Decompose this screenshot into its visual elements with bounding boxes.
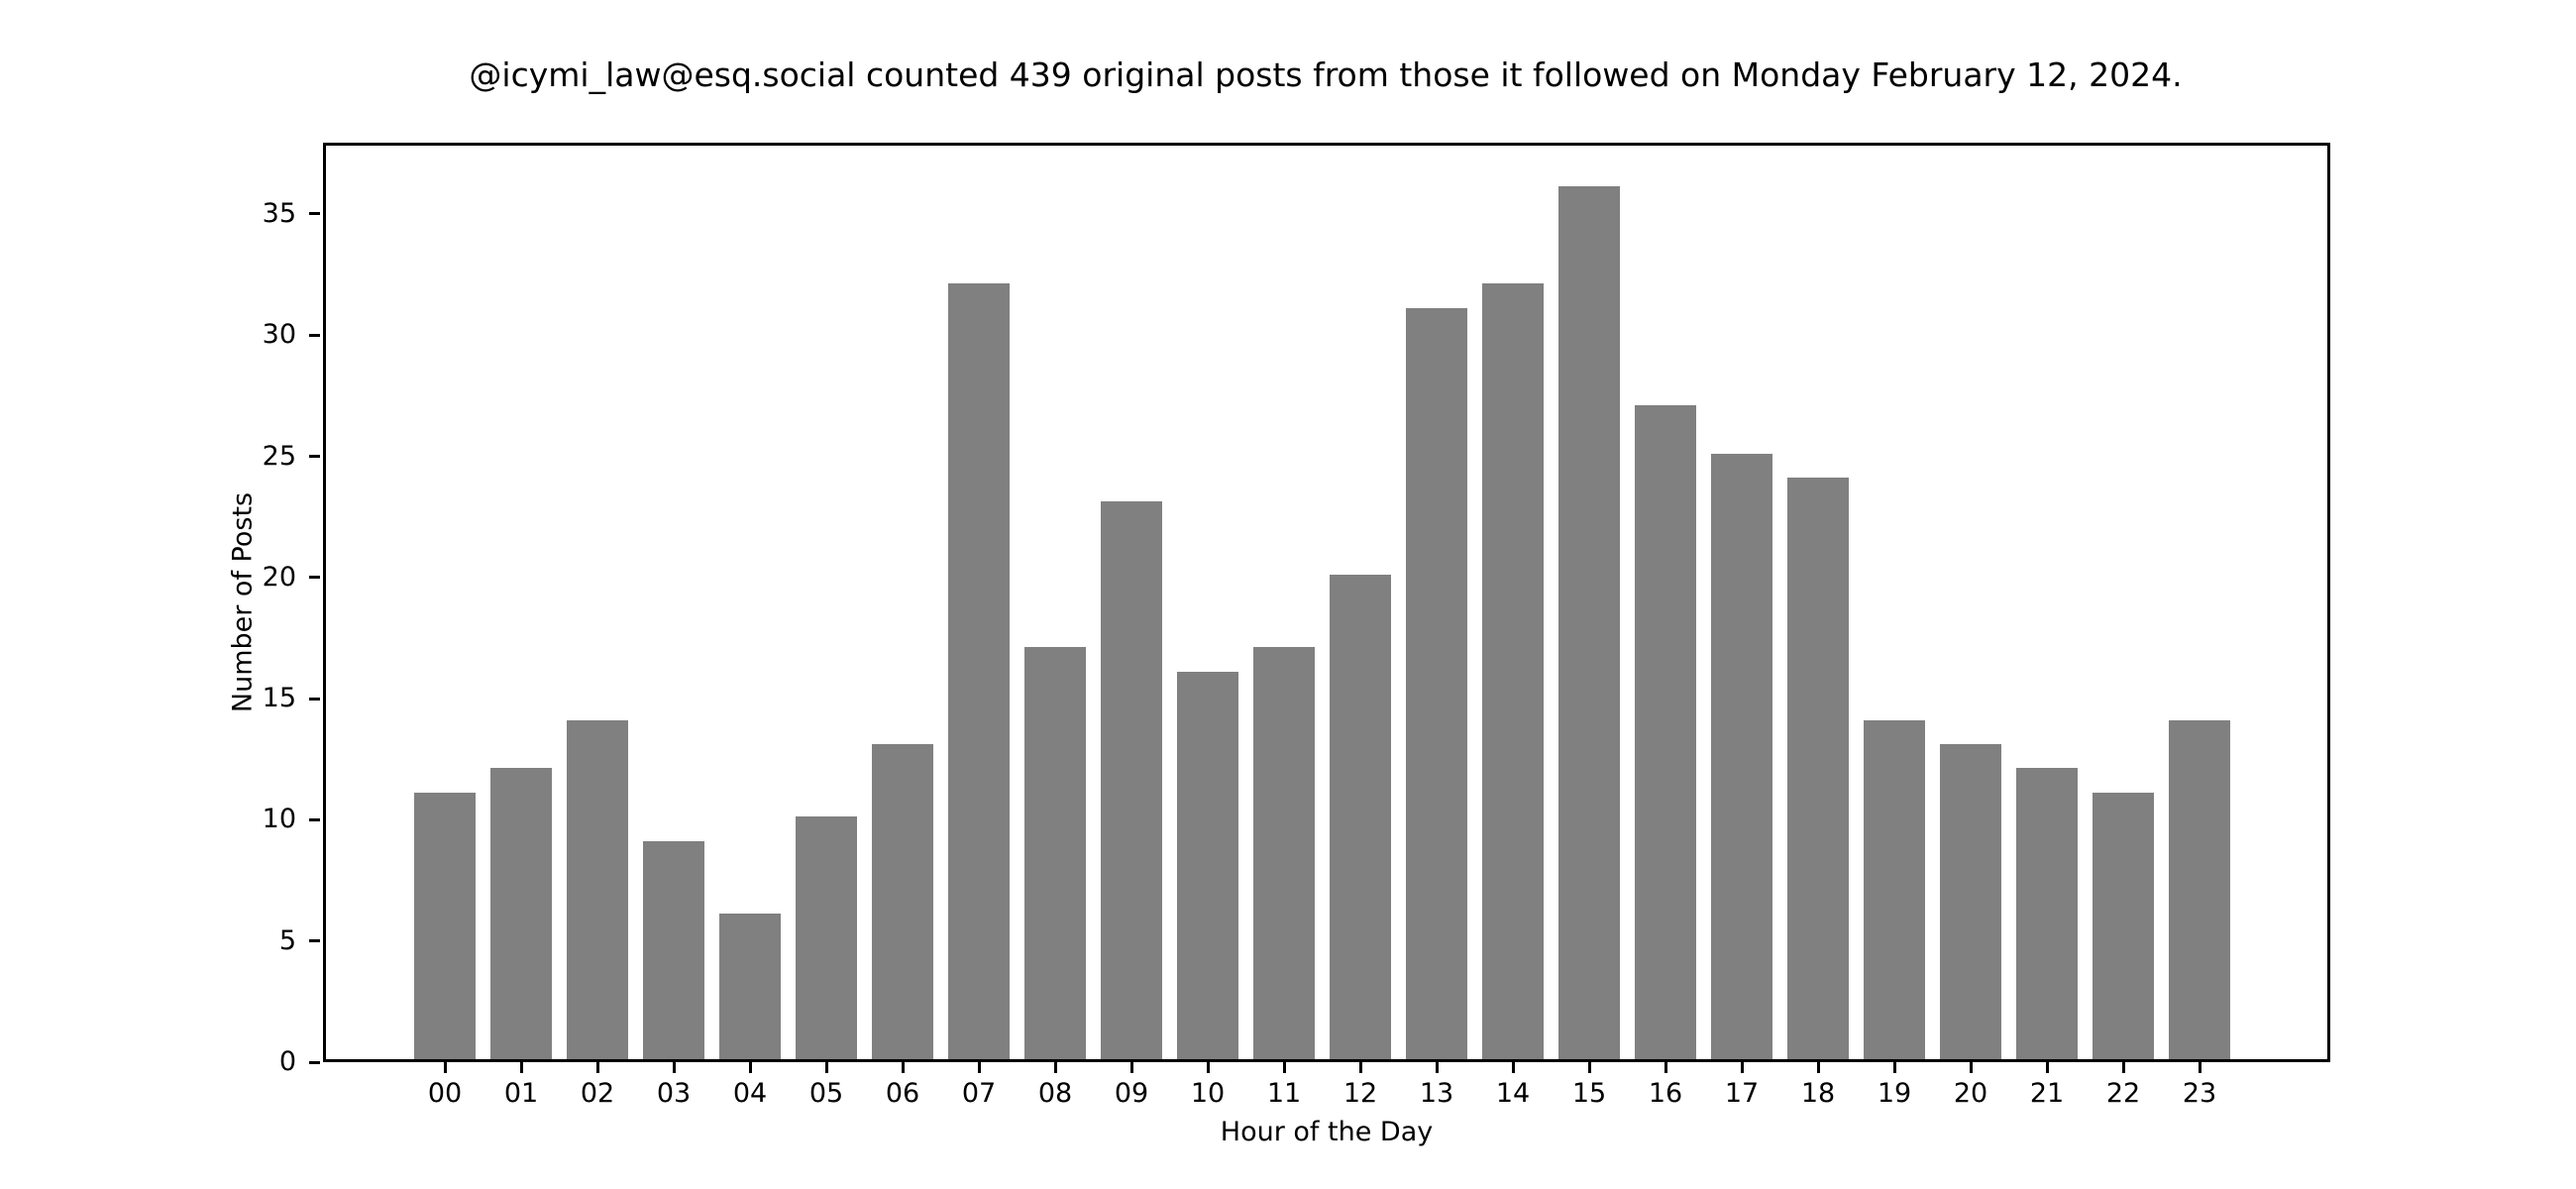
y-tick-label: 10 bbox=[262, 804, 296, 835]
x-tick-mark bbox=[1282, 1062, 1286, 1073]
y-tick-label: 30 bbox=[262, 319, 296, 351]
y-tick-label: 35 bbox=[262, 197, 296, 229]
y-tick-mark bbox=[309, 697, 320, 701]
x-tick-label: 22 bbox=[2105, 1078, 2141, 1109]
bar-05 bbox=[796, 816, 857, 1059]
x-tick-label: 16 bbox=[1648, 1078, 1683, 1109]
x-tick-mark bbox=[2045, 1062, 2049, 1073]
y-tick-mark bbox=[309, 212, 320, 216]
bar-12 bbox=[1330, 574, 1391, 1059]
y-tick-mark bbox=[309, 1060, 320, 1064]
x-tick-label: 14 bbox=[1495, 1078, 1531, 1109]
bar-02 bbox=[567, 719, 628, 1059]
y-tick-label: 20 bbox=[262, 561, 296, 593]
bar-03 bbox=[643, 840, 704, 1059]
bar-16 bbox=[1635, 404, 1696, 1059]
bar-11 bbox=[1253, 647, 1315, 1059]
x-tick-mark bbox=[443, 1062, 447, 1073]
y-tick-mark bbox=[309, 455, 320, 458]
x-tick-mark bbox=[672, 1062, 676, 1073]
x-axis-label: Hour of the Day bbox=[1220, 1117, 1434, 1147]
x-tick-mark bbox=[2121, 1062, 2125, 1073]
x-tick-label: 15 bbox=[1571, 1078, 1607, 1109]
x-tick-mark bbox=[1206, 1062, 1210, 1073]
x-tick-label: 05 bbox=[808, 1078, 844, 1109]
x-tick-label: 19 bbox=[1877, 1078, 1912, 1109]
x-tick-mark bbox=[1816, 1062, 1820, 1073]
x-tick-mark bbox=[1664, 1062, 1667, 1073]
bar-21 bbox=[2016, 768, 2078, 1059]
bar-13 bbox=[1406, 307, 1467, 1059]
x-tick-label: 21 bbox=[2029, 1078, 2065, 1109]
bar-14 bbox=[1482, 283, 1544, 1059]
x-tick-mark bbox=[977, 1062, 981, 1073]
x-tick-label: 06 bbox=[885, 1078, 920, 1109]
bar-series bbox=[326, 146, 2327, 1059]
x-tick-mark bbox=[901, 1062, 905, 1073]
x-tick-label: 20 bbox=[1953, 1078, 1988, 1109]
y-tick-mark bbox=[309, 939, 320, 943]
x-tick-label: 18 bbox=[1800, 1078, 1836, 1109]
bar-04 bbox=[719, 914, 781, 1059]
x-tick-mark bbox=[1129, 1062, 1133, 1073]
x-tick-label: 02 bbox=[580, 1078, 615, 1109]
bar-19 bbox=[1864, 719, 1925, 1059]
x-tick-mark bbox=[1969, 1062, 1973, 1073]
x-tick-label: 11 bbox=[1266, 1078, 1302, 1109]
x-tick-mark bbox=[595, 1062, 599, 1073]
y-tick-label: 15 bbox=[262, 683, 296, 714]
bar-01 bbox=[490, 768, 552, 1059]
y-tick-label: 25 bbox=[262, 440, 296, 472]
bar-06 bbox=[872, 744, 933, 1059]
x-tick-mark bbox=[1435, 1062, 1439, 1073]
x-tick-label: 23 bbox=[2182, 1078, 2217, 1109]
x-tick-label: 03 bbox=[656, 1078, 692, 1109]
x-tick-mark bbox=[1358, 1062, 1362, 1073]
y-tick-mark bbox=[309, 817, 320, 821]
chart-title: @icymi_law@esq.social counted 439 origin… bbox=[469, 55, 2183, 94]
bar-15 bbox=[1558, 186, 1620, 1059]
x-tick-label: 00 bbox=[427, 1078, 463, 1109]
x-tick-label: 07 bbox=[961, 1078, 997, 1109]
plot-area bbox=[323, 143, 2330, 1062]
x-tick-mark bbox=[1740, 1062, 1744, 1073]
bar-23 bbox=[2169, 719, 2230, 1059]
x-tick-label: 13 bbox=[1419, 1078, 1454, 1109]
x-tick-label: 17 bbox=[1724, 1078, 1760, 1109]
x-tick-mark bbox=[824, 1062, 828, 1073]
y-tick-label: 5 bbox=[278, 924, 296, 956]
x-tick-mark bbox=[1892, 1062, 1896, 1073]
bar-10 bbox=[1177, 671, 1238, 1059]
x-tick-label: 10 bbox=[1190, 1078, 1226, 1109]
x-tick-label: 12 bbox=[1342, 1078, 1378, 1109]
y-tick-mark bbox=[309, 576, 320, 580]
bar-08 bbox=[1024, 647, 1086, 1059]
y-tick-label: 0 bbox=[278, 1046, 296, 1077]
bar-18 bbox=[1787, 477, 1849, 1059]
x-tick-label: 08 bbox=[1037, 1078, 1073, 1109]
x-tick-mark bbox=[748, 1062, 752, 1073]
bar-09 bbox=[1101, 501, 1162, 1059]
x-tick-mark bbox=[1587, 1062, 1591, 1073]
x-tick-label: 04 bbox=[732, 1078, 768, 1109]
x-tick-label: 01 bbox=[503, 1078, 539, 1109]
x-tick-label: 09 bbox=[1114, 1078, 1149, 1109]
bar-22 bbox=[2093, 792, 2154, 1059]
y-axis-label: Number of Posts bbox=[227, 491, 259, 713]
x-tick-mark bbox=[519, 1062, 523, 1073]
x-tick-mark bbox=[1511, 1062, 1515, 1073]
bar-17 bbox=[1711, 453, 1772, 1059]
x-tick-mark bbox=[2198, 1062, 2201, 1073]
x-tick-mark bbox=[1053, 1062, 1057, 1073]
bar-20 bbox=[1940, 744, 2001, 1059]
y-tick-mark bbox=[309, 333, 320, 337]
bar-00 bbox=[414, 792, 476, 1059]
bar-07 bbox=[948, 283, 1010, 1059]
